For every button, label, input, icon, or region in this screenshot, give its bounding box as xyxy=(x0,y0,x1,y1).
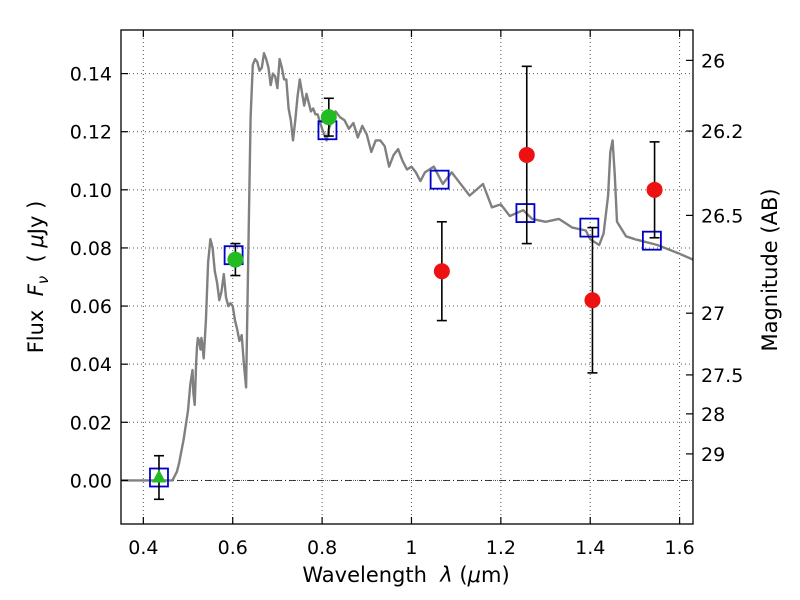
model-band-square xyxy=(429,169,450,190)
x-tick-label: 1.4 xyxy=(575,537,605,559)
observed-flux-marker xyxy=(518,146,535,163)
magnitude-tick-label: 29 xyxy=(701,444,725,466)
detection-marker xyxy=(227,251,244,268)
magnitude-tick-label: 28 xyxy=(701,404,725,426)
y-axis-label: Flux Fν ( μJy ) xyxy=(24,201,52,354)
y-axis-ticks: 0.00 0.02 0.04 0.06 0.08 0.10 0.12 0.14 xyxy=(70,64,128,492)
plot-frame xyxy=(120,29,694,525)
magnitude-tick-label: 26.5 xyxy=(701,205,743,227)
magnitude-tick-label: 26.2 xyxy=(701,121,743,143)
observed-flux-marker xyxy=(646,181,663,198)
y-axis-label-prefix: Flux xyxy=(24,296,48,353)
y-axis-label-unit-rest: Jy ) xyxy=(24,201,48,237)
magnitude-tick-label: 26 xyxy=(701,50,725,72)
x-axis-label-unit-open: ( xyxy=(453,563,468,587)
x-tick-label: 1.2 xyxy=(486,537,516,559)
model-band-square xyxy=(579,217,600,238)
magnitude-tick-label: 27.5 xyxy=(701,365,743,387)
photometry-markers xyxy=(151,109,663,483)
x-axis-label-unit-mu: μ xyxy=(467,563,481,587)
observed-flux-marker xyxy=(584,292,601,309)
y-tick-label: 0.14 xyxy=(70,64,112,86)
right-axis-label: Magnitude (AB) xyxy=(758,188,782,351)
y-axis-label-nu: ν xyxy=(34,276,52,284)
y-tick-label: 0.00 xyxy=(70,470,112,492)
y-tick-label: 0.10 xyxy=(70,180,112,202)
model-sed-curve xyxy=(121,52,694,482)
x-axis-label-unit-rest: m) xyxy=(481,563,510,587)
y-tick-label: 0.04 xyxy=(70,354,112,376)
y-axis-label-f: F xyxy=(24,283,48,296)
y-tick-label: 0.02 xyxy=(70,412,112,434)
right-magnitude-axis-ticks: 26 26.2 26.5 27 27.5 28 29 xyxy=(686,50,743,466)
upper-limit-triangle xyxy=(151,469,166,483)
y-axis-label-unit-open: ( xyxy=(24,248,48,276)
x-axis-label: Wavelength λ (μm) xyxy=(302,563,509,587)
model-band-square xyxy=(641,230,662,251)
x-tick-label: 0.6 xyxy=(218,537,248,559)
detection-marker xyxy=(320,109,337,126)
y-tick-label: 0.08 xyxy=(70,238,112,260)
model-band-square xyxy=(515,203,536,223)
x-axis-label-prefix: Wavelength xyxy=(302,563,440,587)
x-tick-label: 1.6 xyxy=(664,537,694,559)
x-tick-label: 1 xyxy=(405,537,417,559)
observed-flux-marker xyxy=(433,263,450,280)
x-axis-ticks: 0.4 0.6 0.8 1 1.2 1.4 1.6 xyxy=(128,30,695,559)
magnitude-tick-label: 27 xyxy=(701,303,725,325)
y-tick-label: 0.06 xyxy=(70,296,112,318)
x-tick-label: 0.4 xyxy=(128,537,158,559)
y-axis-label-unit-mu: μ xyxy=(24,234,48,248)
x-tick-label: 0.8 xyxy=(307,537,337,559)
y-tick-label: 0.12 xyxy=(70,122,112,144)
x-axis-label-lambda: λ xyxy=(439,563,452,587)
